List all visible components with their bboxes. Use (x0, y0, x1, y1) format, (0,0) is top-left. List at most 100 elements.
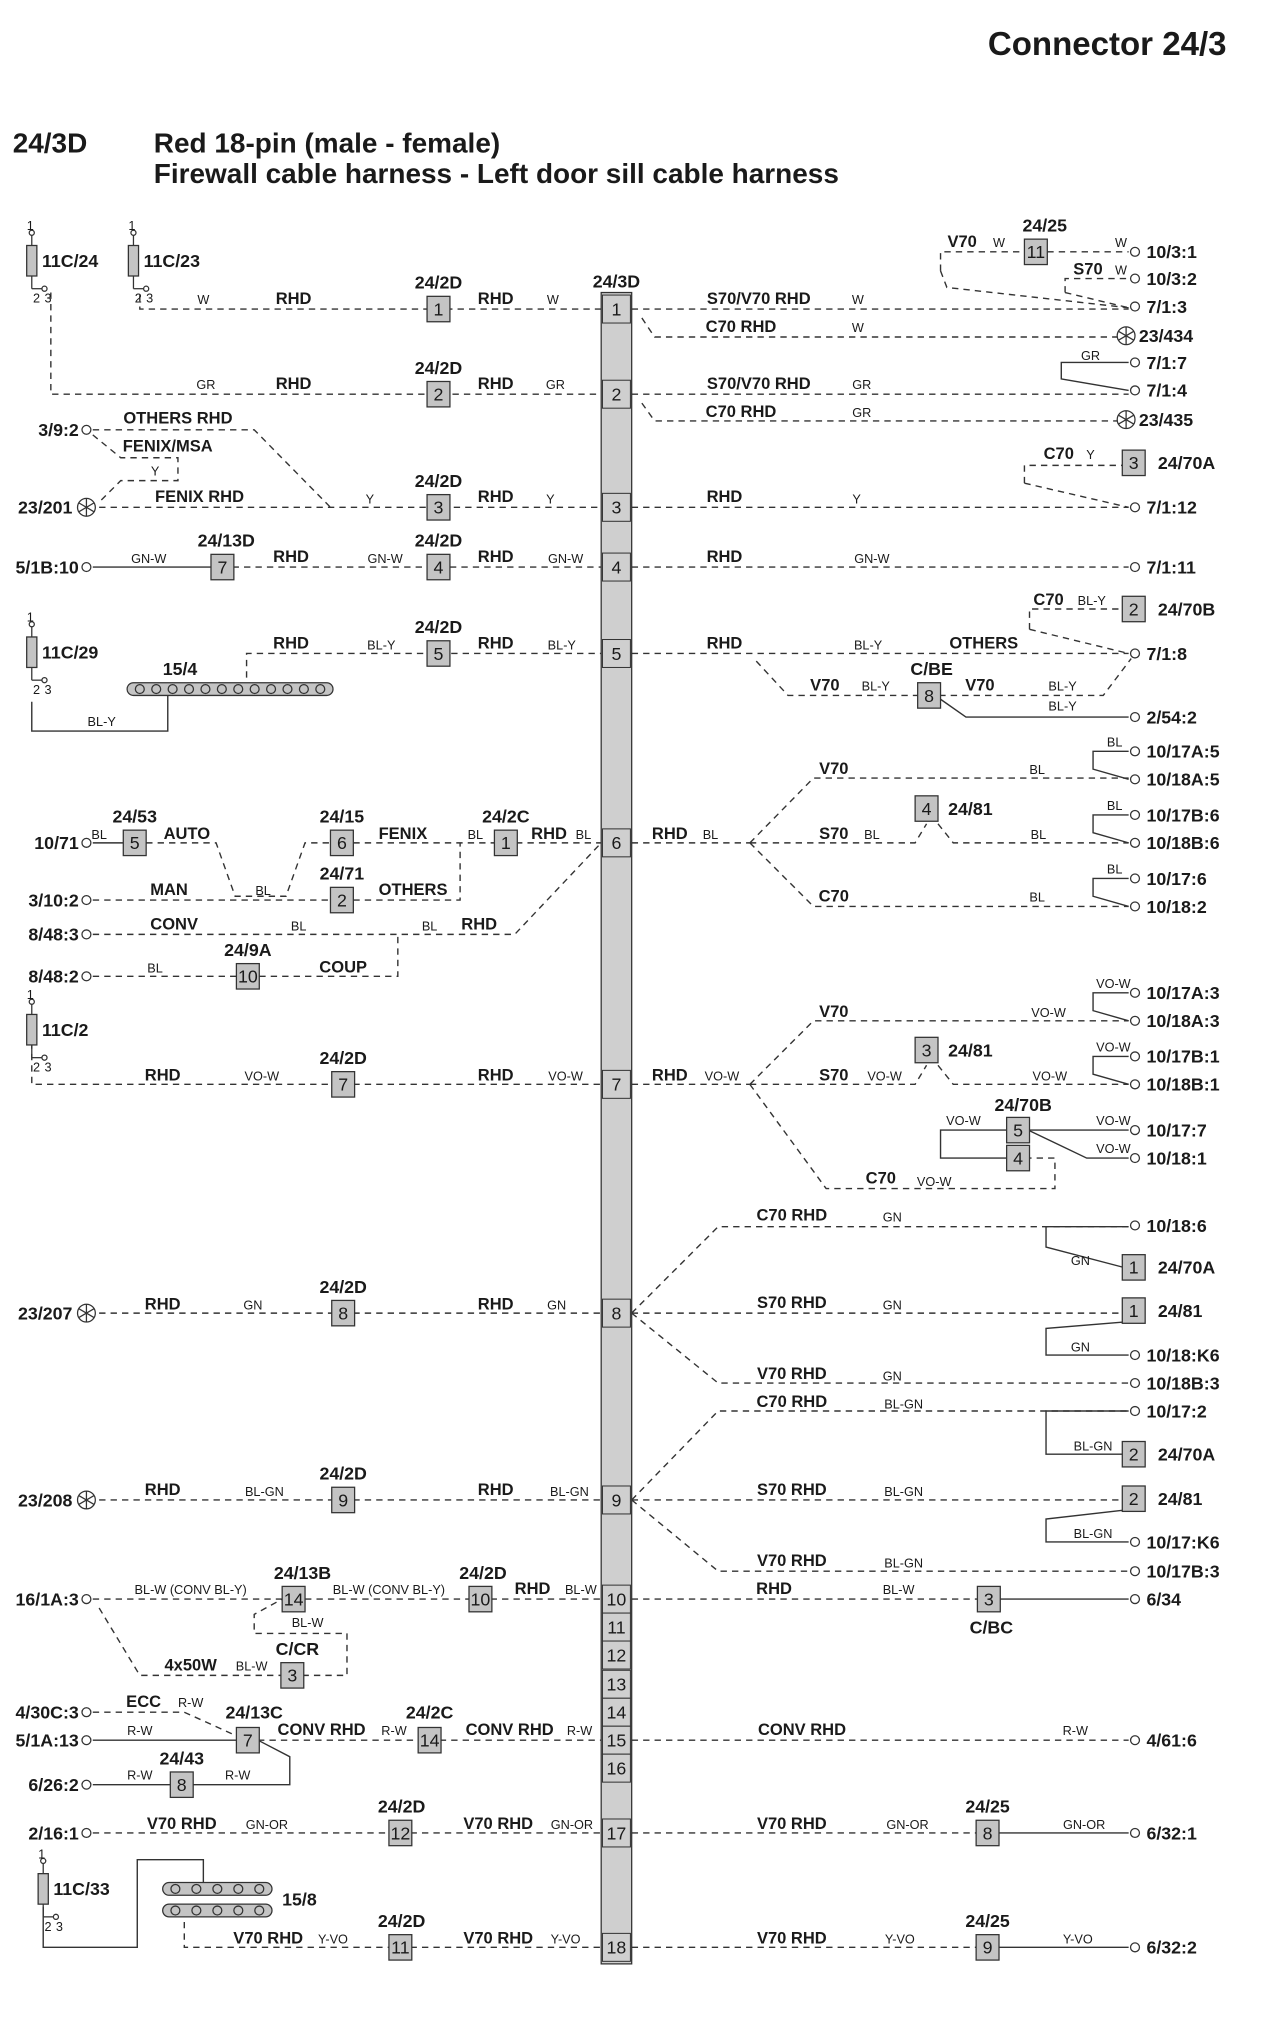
inline-connector-box (329, 829, 354, 857)
connector-pin (601, 828, 631, 858)
inline-connector-pin: 8 (177, 1775, 187, 1795)
wire-color-label: GN (883, 1297, 902, 1312)
dashed-wire (1029, 628, 1129, 655)
variant-label: RHD (478, 1480, 514, 1499)
wire-color-label: BL-W (CONV BL-Y) (333, 1582, 445, 1597)
inline-connector-pin: 7 (217, 557, 227, 577)
variant-label: S70 (819, 1066, 848, 1085)
terminal-circle-icon (1129, 273, 1141, 284)
ground-spoke (78, 1494, 95, 1505)
fuse-icon (26, 621, 48, 684)
variant-label: RHD (515, 1579, 551, 1598)
component-label: 24/43 (160, 1748, 205, 1768)
inline-connector-pin: 4 (1013, 1148, 1023, 1168)
dashed-wire (937, 823, 1129, 844)
wire-color-label: BL-Y (1048, 678, 1077, 693)
terminal-circle-icon (1129, 1051, 1141, 1062)
variant-label: V70 (819, 759, 848, 778)
dashed-wire (749, 1064, 928, 1086)
component-label: 24/25 (965, 1911, 1010, 1931)
variant-label: V70 (810, 675, 839, 694)
dashed-wire (937, 1064, 1129, 1086)
inline-connector-pin: 1 (434, 299, 444, 319)
dashed-wire (631, 1226, 1129, 1314)
connector-pin (601, 1697, 631, 1727)
busbar-terminal (233, 1905, 244, 1916)
component-label: 24/2D (415, 531, 463, 551)
variant-label: V70 RHD (463, 1929, 533, 1948)
inline-connector-box (1121, 1254, 1146, 1281)
terminal-label: 10/18A:3 (1146, 1011, 1219, 1031)
solid-wire (1092, 877, 1129, 908)
component-label: 24/70B (994, 1095, 1051, 1115)
fuse-pin-label: 1 (128, 218, 135, 233)
terminal-circle-icon (1129, 1079, 1141, 1090)
ground-star-icon (76, 497, 96, 517)
component-label: 24/81 (948, 1040, 993, 1060)
fuse-pin-label: 3 (44, 1060, 51, 1075)
wire-color-label: GN (243, 1297, 262, 1312)
variant-label: S70 (819, 824, 848, 843)
inline-connector-box (331, 1071, 356, 1098)
terminal-circle-icon (1129, 809, 1141, 820)
fuse-pin-label: 2 (33, 1060, 40, 1075)
terminal-circle-icon (1129, 1594, 1141, 1605)
inline-connector-box (331, 1486, 356, 1514)
ground-star-icon (1116, 410, 1136, 430)
inline-connector-pin: 3 (287, 1666, 297, 1686)
dashed-wire (253, 1598, 348, 1677)
terminal-circle-icon (1129, 746, 1141, 757)
terminal-circle-icon (1129, 561, 1141, 573)
terminal-label: 10/17B:1 (1146, 1047, 1219, 1067)
wire-color-label: BL-Y (854, 638, 883, 653)
inline-connector-box (1023, 238, 1048, 266)
busbar-label: 15/4 (163, 659, 198, 679)
inline-connector-pin: 4 (434, 557, 444, 577)
terminal-circle-icon (1129, 711, 1141, 723)
connector-label: 24/3D (593, 271, 641, 291)
terminal-label: 10/17:K6 (1146, 1532, 1219, 1552)
dashed-wire (749, 842, 1129, 908)
inline-connector-box (1121, 1297, 1146, 1324)
fuse-pin-label: 1 (27, 987, 34, 1002)
wire-color-label: BL-GN (884, 1396, 923, 1411)
inline-connector-box (493, 829, 518, 857)
terminal-label: 23/434 (1139, 326, 1193, 346)
terminal-circle-icon (1129, 1405, 1141, 1417)
solid-wire (31, 692, 169, 732)
connector-pin-number: 3 (611, 498, 621, 518)
terminal-circle-icon (81, 1827, 92, 1839)
wire-color-label: BL-W (236, 1658, 268, 1673)
inline-connector-pin: 1 (1129, 1301, 1139, 1321)
inline-connector-box (417, 1726, 442, 1754)
component-label: 24/2D (415, 273, 463, 293)
wire-color-label: VO-W (245, 1069, 280, 1084)
component-label: 24/81 (1158, 1489, 1203, 1509)
component-label: 24/70A (1158, 1258, 1215, 1278)
variant-label: RHD (478, 547, 514, 566)
terminal-label: 10/17:6 (1146, 869, 1206, 889)
inline-connector-box (975, 1934, 1000, 1961)
dashed-wire (755, 660, 919, 697)
ground-spoke (78, 502, 95, 513)
component-label: 24/2D (415, 471, 463, 491)
fuse-icon (127, 229, 150, 292)
terminal-label: 8/48:2 (28, 967, 79, 987)
inline-connector-box (468, 1585, 493, 1613)
dashed-wire (92, 429, 331, 508)
variant-label: 4x50W (164, 1655, 217, 1674)
fuse-pin (28, 229, 35, 236)
wire-color-label: BL-W (CONV BL-Y) (135, 1582, 247, 1597)
component-label: 24/2D (319, 1277, 367, 1297)
terminal-circle-icon (1129, 648, 1141, 659)
inline-connector-pin: 3 (984, 1589, 994, 1609)
terminal-label: 23/207 (18, 1303, 72, 1323)
wire-color-label: VO-W (1096, 1141, 1131, 1156)
busbar-terminal (282, 683, 293, 695)
solid-wire (1092, 1055, 1129, 1086)
inline-connector-box (426, 295, 451, 323)
wire-color-label: R-W (127, 1723, 152, 1738)
wire-color-label: BL-W (565, 1582, 597, 1597)
